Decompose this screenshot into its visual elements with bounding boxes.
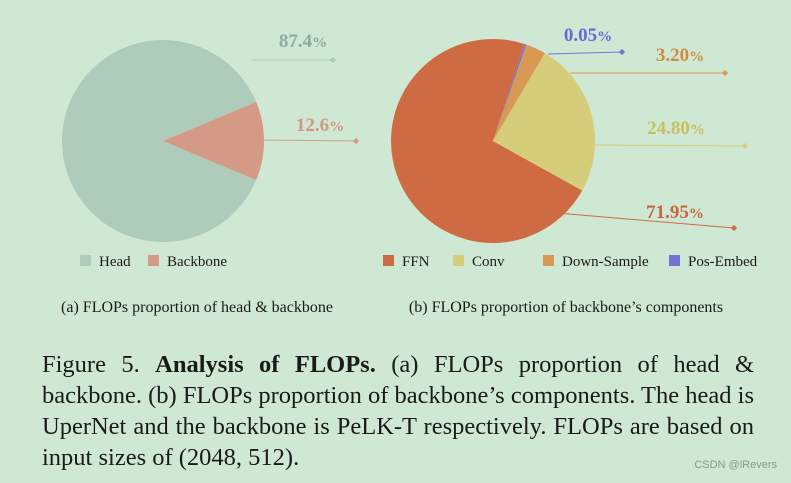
callout-line-ffn bbox=[556, 212, 735, 229]
pie-slice-backbone bbox=[163, 102, 264, 180]
data-label-unit-down-sample: % bbox=[689, 49, 704, 65]
data-label-value-down-sample: 3.20 bbox=[656, 45, 689, 66]
data-label-value-head: 87.4 bbox=[279, 31, 313, 52]
legend-label-head: Head bbox=[99, 254, 131, 270]
callout-marker-head bbox=[329, 56, 337, 64]
pie-slice-head bbox=[61, 40, 257, 243]
callout-marker-pos-embed bbox=[618, 48, 626, 56]
pie-slice-ffn bbox=[390, 38, 583, 243]
caption-prefix: Figure 5. bbox=[42, 351, 140, 378]
callout-line-conv bbox=[591, 144, 746, 147]
callout-marker-down-sample bbox=[721, 69, 729, 77]
caption-rest: (a) FLOPs proportion of head & backbone.… bbox=[42, 351, 755, 471]
data-label-down-sample: 3.20% bbox=[656, 45, 704, 66]
data-label-value-conv: 24.80 bbox=[647, 118, 690, 139]
legend-swatch-ffn bbox=[383, 255, 394, 266]
callout-marker-ffn bbox=[730, 224, 738, 232]
pie-chart-b: 71.95%24.80%3.20%0.05%FFN Conv Down-Sample… bbox=[383, 25, 758, 316]
legend-label-backbone: Backbone bbox=[167, 254, 227, 270]
data-label-backbone: 12.6% bbox=[296, 115, 344, 136]
watermark: CSDN @lRevers bbox=[694, 459, 777, 471]
data-label-ffn: 71.95% bbox=[646, 202, 704, 223]
legend-label-ffn: FFN bbox=[402, 254, 430, 270]
legend-swatch-conv bbox=[453, 255, 464, 266]
pie-chart-a: 87.4%12.6%Head Backbone(a) FLOPs proporti… bbox=[61, 31, 360, 316]
caption-bold: Analysis of FLOPs. bbox=[155, 351, 376, 378]
legend-swatch-backbone bbox=[148, 255, 159, 266]
data-label-unit-backbone: % bbox=[329, 119, 344, 135]
pie-slice-conv bbox=[493, 53, 595, 191]
callout-marker-conv bbox=[741, 142, 749, 150]
subcaption-b: (b) FLOPs proportion of backbone’s compo… bbox=[409, 299, 723, 316]
callout-line-pos-embed bbox=[547, 51, 623, 55]
pie-slice-down-sample bbox=[493, 44, 545, 142]
data-label-unit-head: % bbox=[312, 35, 327, 51]
figure-caption: Figure 5. Analysis of FLOPs. (a) FLOPs p… bbox=[42, 349, 754, 473]
legend-label-down-sample: Down-Sample bbox=[562, 254, 649, 270]
data-label-head: 87.4% bbox=[279, 31, 327, 52]
legend-label-conv: Conv bbox=[472, 254, 505, 270]
data-label-unit-ffn: % bbox=[689, 206, 704, 222]
data-label-unit-conv: % bbox=[690, 122, 705, 138]
data-label-value-ffn: 71.95 bbox=[646, 202, 689, 223]
legend-swatch-down-sample bbox=[543, 255, 554, 266]
data-label-value-pos-embed: 0.05 bbox=[564, 25, 597, 46]
data-label-value-backbone: 12.6 bbox=[296, 115, 329, 136]
data-label-pos-embed: 0.05% bbox=[564, 25, 612, 46]
pie-slice-pos-embed bbox=[493, 44, 527, 141]
subcaption-a: (a) FLOPs proportion of head & backbone bbox=[61, 299, 333, 316]
data-label-unit-pos-embed: % bbox=[597, 29, 612, 45]
callout-line-backbone bbox=[261, 139, 357, 142]
callout-marker-backbone bbox=[352, 137, 360, 145]
legend-label-pos-embed: Pos-Embed bbox=[688, 254, 758, 270]
data-label-conv: 24.80% bbox=[647, 118, 705, 139]
legend-swatch-head bbox=[80, 255, 91, 266]
legend-swatch-pos-embed bbox=[669, 255, 680, 266]
